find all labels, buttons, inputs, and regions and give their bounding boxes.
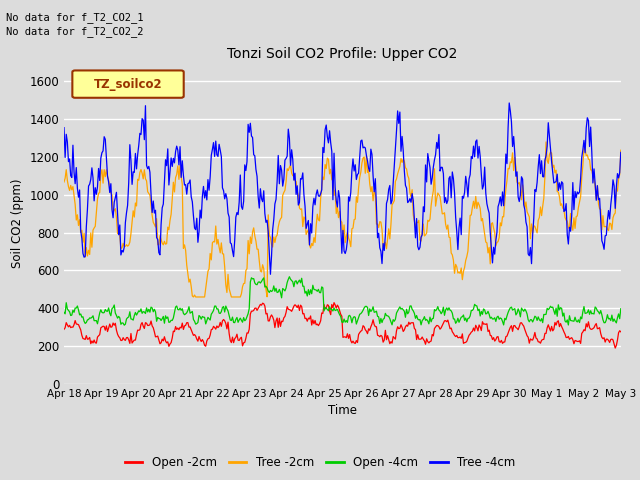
Text: No data for f_T2_CO2_2: No data for f_T2_CO2_2: [6, 26, 144, 37]
Open -4cm: [120, 322, 128, 328]
X-axis label: Time: Time: [328, 405, 357, 418]
Open -4cm: [606, 315, 614, 321]
Open -4cm: [285, 274, 293, 279]
Open -4cm: [617, 306, 625, 312]
Tree -2cm: [393, 176, 401, 182]
Tree -4cm: [519, 176, 527, 182]
Tree -2cm: [518, 197, 525, 203]
Tree -2cm: [189, 294, 197, 300]
Tree -2cm: [606, 220, 614, 226]
Tree -2cm: [326, 171, 333, 177]
Open -2cm: [330, 300, 338, 306]
Open -2cm: [328, 301, 335, 307]
Line: Tree -4cm: Tree -4cm: [64, 103, 621, 274]
Line: Open -2cm: Open -2cm: [64, 303, 621, 348]
Tree -2cm: [362, 153, 370, 158]
Open -2cm: [518, 320, 525, 325]
Tree -4cm: [267, 271, 275, 277]
Tree -4cm: [326, 128, 333, 133]
Text: TZ_soilco2: TZ_soilco2: [93, 78, 163, 91]
Open -2cm: [324, 302, 332, 308]
Tree -4cm: [506, 100, 513, 106]
Tree -4cm: [393, 128, 401, 133]
Tree -2cm: [60, 179, 68, 185]
Open -4cm: [394, 308, 401, 314]
Open -2cm: [393, 328, 401, 334]
Tree -2cm: [542, 139, 550, 145]
Open -4cm: [60, 310, 68, 315]
Tree -2cm: [617, 147, 625, 153]
Open -2cm: [617, 329, 625, 335]
Tree -4cm: [606, 216, 614, 222]
FancyBboxPatch shape: [72, 71, 184, 98]
Tree -4cm: [329, 197, 337, 203]
Tree -4cm: [362, 152, 370, 158]
Line: Open -4cm: Open -4cm: [64, 276, 621, 325]
Open -4cm: [327, 306, 335, 312]
Tree -2cm: [329, 170, 337, 176]
Open -4cm: [519, 307, 527, 312]
Y-axis label: Soil CO2 (ppm): Soil CO2 (ppm): [11, 179, 24, 268]
Line: Tree -2cm: Tree -2cm: [64, 142, 621, 297]
Open -2cm: [611, 345, 619, 351]
Open -2cm: [362, 328, 370, 334]
Open -4cm: [364, 305, 371, 311]
Tree -4cm: [617, 149, 625, 155]
Open -2cm: [605, 337, 612, 343]
Legend: Open -2cm, Tree -2cm, Open -4cm, Tree -4cm: Open -2cm, Tree -2cm, Open -4cm, Tree -4…: [120, 452, 520, 474]
Open -4cm: [330, 305, 338, 311]
Text: No data for f_T2_CO2_1: No data for f_T2_CO2_1: [6, 12, 144, 23]
Open -2cm: [60, 326, 68, 332]
Title: Tonzi Soil CO2 Profile: Upper CO2: Tonzi Soil CO2 Profile: Upper CO2: [227, 47, 458, 61]
Tree -4cm: [60, 125, 68, 131]
